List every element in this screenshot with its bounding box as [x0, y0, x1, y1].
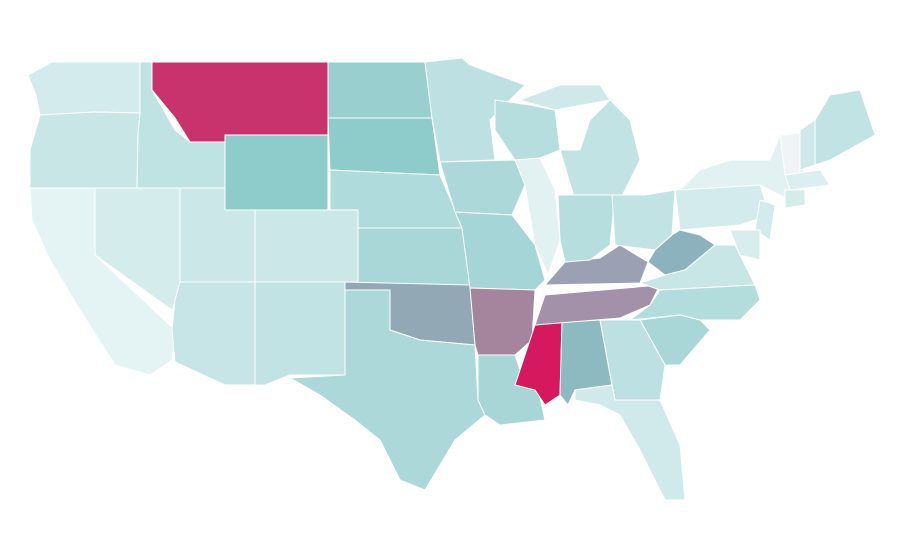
- state-region: [494, 99, 561, 161]
- state-region: [327, 61, 433, 119]
- state-region: [784, 189, 806, 209]
- state-region: [477, 354, 546, 426]
- state-region: [799, 119, 816, 171]
- state-region: [439, 159, 526, 216]
- state-region: [514, 157, 561, 276]
- state-region: [27, 61, 141, 116]
- state-region: [784, 169, 831, 191]
- state-region: [729, 229, 761, 261]
- state-region: [574, 384, 686, 501]
- state-region: [557, 194, 616, 263]
- state-region: [289, 289, 486, 491]
- state-region: [29, 111, 141, 189]
- state-region: [171, 281, 256, 386]
- state-region: [151, 61, 329, 143]
- state-region: [534, 284, 661, 326]
- state-region: [559, 99, 641, 201]
- state-region: [357, 227, 471, 286]
- state-region: [519, 84, 611, 111]
- state-region: [224, 134, 329, 211]
- state-region: [254, 281, 346, 386]
- state-region: [424, 57, 526, 163]
- state-region: [469, 287, 536, 356]
- state-region: [814, 89, 876, 166]
- state-region: [254, 209, 359, 283]
- state-region: [454, 211, 546, 291]
- state-region: [327, 117, 441, 176]
